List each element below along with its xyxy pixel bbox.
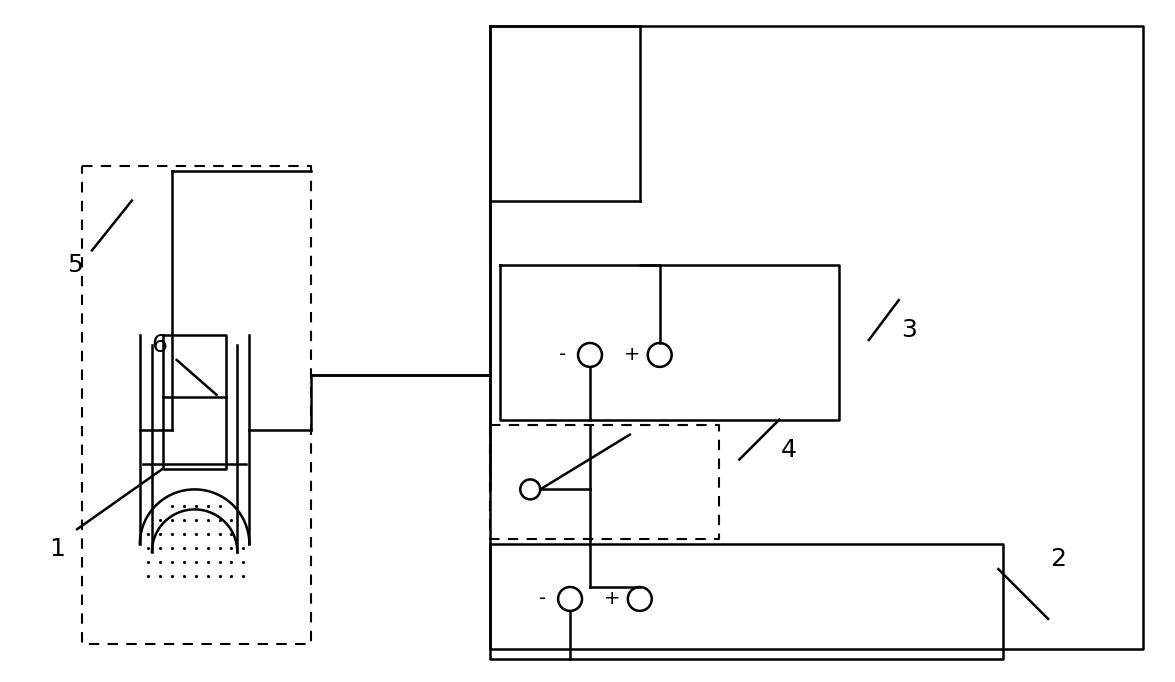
Text: 4: 4: [781, 438, 797, 462]
Text: -: -: [539, 589, 546, 608]
Text: +: +: [624, 346, 640, 364]
Text: 1: 1: [49, 537, 65, 561]
Text: 5: 5: [67, 253, 83, 278]
Text: -: -: [559, 346, 566, 364]
Text: 6: 6: [150, 333, 167, 357]
Text: +: +: [604, 589, 620, 608]
Text: 2: 2: [1050, 547, 1066, 571]
Text: 3: 3: [901, 318, 916, 342]
